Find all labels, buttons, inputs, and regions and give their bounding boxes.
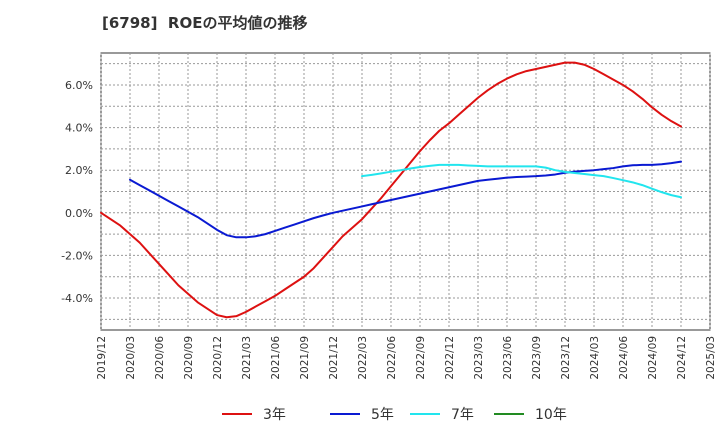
series-layer bbox=[100, 61, 682, 319]
x-tick-label: 2020/09 bbox=[183, 336, 195, 380]
x-tick-label: 2024/06 bbox=[618, 336, 630, 380]
x-tick-label: 2022/12 bbox=[444, 336, 456, 380]
x-tick-label: 2023/03 bbox=[473, 336, 485, 380]
x-tick-label: 2023/12 bbox=[560, 336, 572, 380]
x-tick-label: 2021/06 bbox=[270, 336, 282, 380]
y-tick-label: -2.0% bbox=[61, 249, 93, 262]
x-tick-label: 2021/03 bbox=[241, 336, 253, 380]
x-tick-label: 2024/09 bbox=[647, 336, 659, 380]
x-tick-label: 2020/03 bbox=[125, 336, 137, 380]
x-tick-label: 2024/12 bbox=[676, 336, 688, 380]
x-tick-label: 2023/09 bbox=[531, 336, 543, 380]
x-tick-label: 2021/09 bbox=[299, 336, 311, 380]
y-tick-label: 4.0% bbox=[65, 122, 93, 135]
series-line-3 bbox=[361, 163, 682, 199]
legend-label-1: 3年 bbox=[263, 407, 286, 423]
grid-layer bbox=[100, 52, 711, 331]
y-tick-label: 0.0% bbox=[65, 207, 93, 220]
x-tick-label: 2022/03 bbox=[357, 336, 369, 380]
x-tick-label: 2023/06 bbox=[502, 336, 514, 380]
x-tick-label: 2020/12 bbox=[212, 336, 224, 380]
axis-layer: -4.0% -2.0% 0.0% 2.0% 4.0% 6.0% 2019/12 2020/03… bbox=[61, 79, 717, 380]
series-line-2 bbox=[129, 160, 682, 239]
chart-title: [6798] ROEの平均値の推移 bbox=[102, 14, 308, 32]
x-tick-label: 2025/03 bbox=[705, 336, 717, 380]
legend-label-2: 5年 bbox=[371, 407, 394, 423]
legend-label-4: 10年 bbox=[535, 407, 567, 423]
y-tick-label: 6.0% bbox=[65, 79, 93, 92]
x-tick-label: 2020/06 bbox=[154, 336, 166, 380]
x-tick-label: 2019/12 bbox=[96, 336, 108, 380]
x-tick-label: 2024/03 bbox=[589, 336, 601, 380]
legend-layer: 3年 5年 7年 10年 bbox=[222, 407, 567, 423]
y-tick-label: -4.0% bbox=[61, 292, 93, 305]
x-tick-label: 2022/09 bbox=[415, 336, 427, 380]
y-tick-label: 2.0% bbox=[65, 164, 93, 177]
legend-label-3: 7年 bbox=[451, 407, 474, 423]
series-line-1 bbox=[100, 61, 682, 319]
x-tick-label: 2022/06 bbox=[386, 336, 398, 380]
x-tick-label: 2021/12 bbox=[328, 336, 340, 380]
